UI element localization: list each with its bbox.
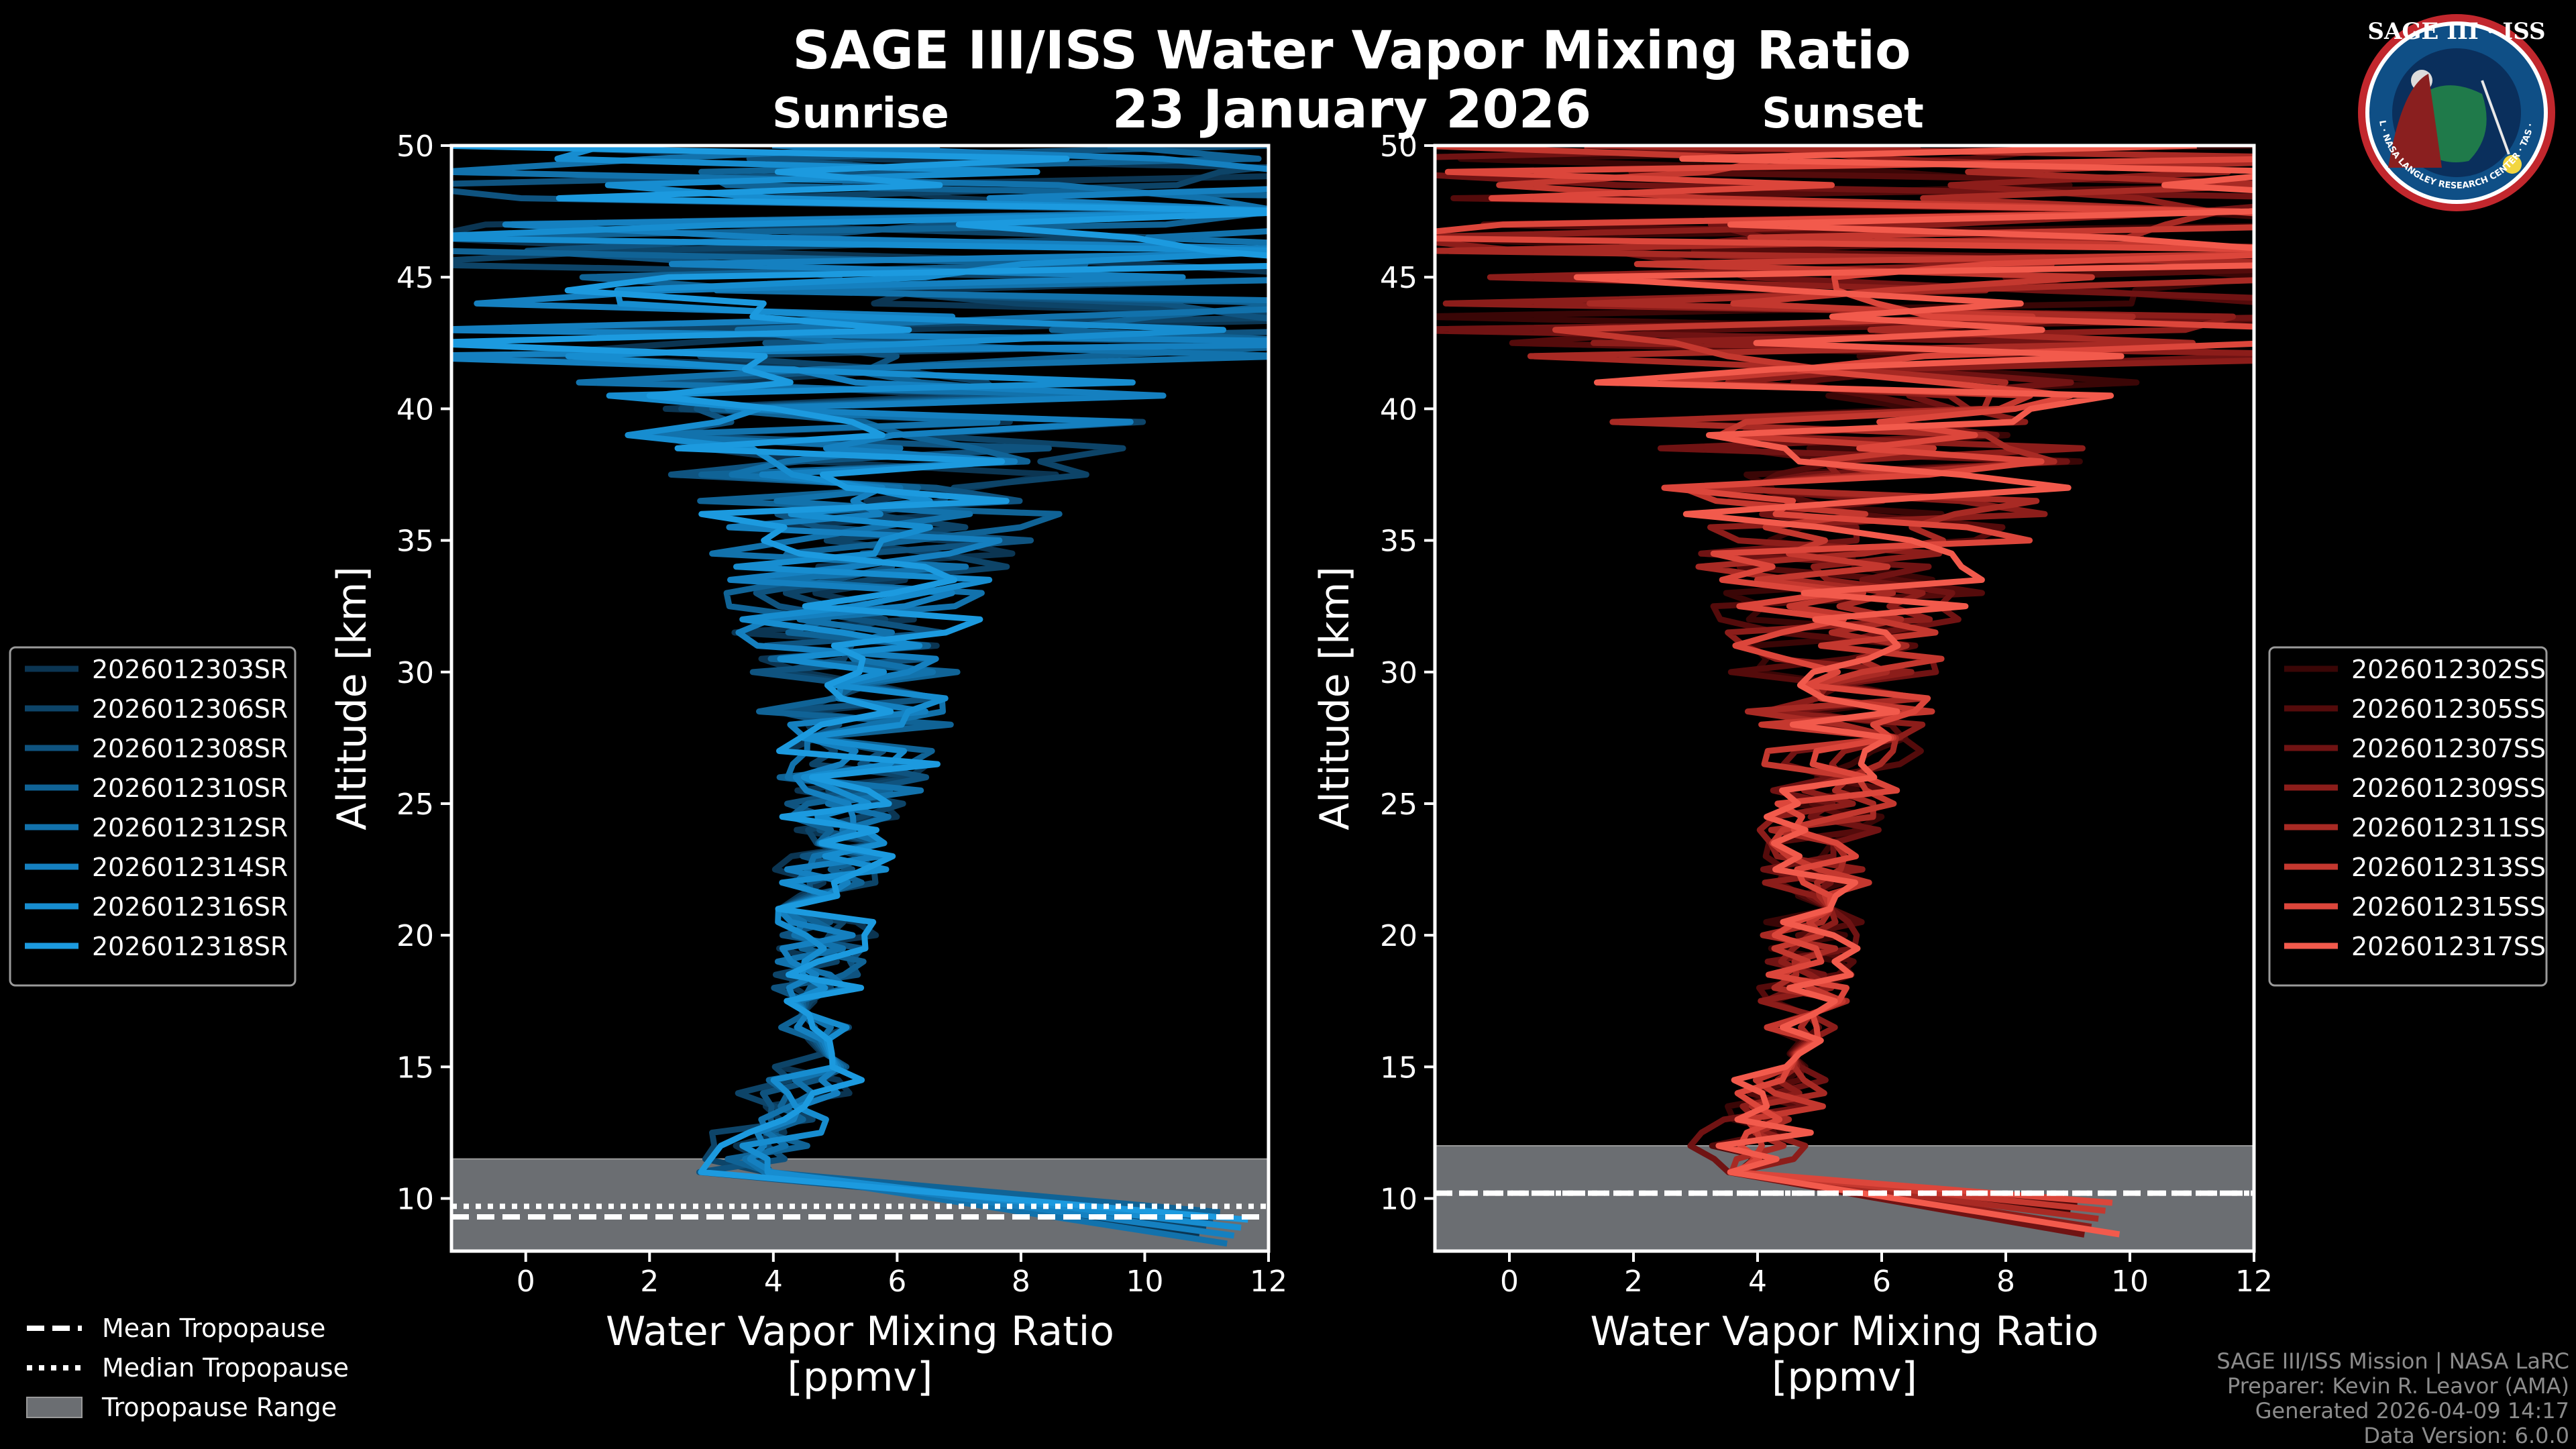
profile-lines xyxy=(1435,146,2254,1238)
y-tick-label: 15 xyxy=(396,1051,434,1085)
y-tick-label: 30 xyxy=(1380,656,1417,690)
sunset-panel: 0 2 4 6 8 10 12 10 15 20 25 30 35 40 45 50 Water Vapor M… xyxy=(1311,129,2548,1401)
x-tick-label: 0 xyxy=(517,1265,535,1299)
y-tick-label: 10 xyxy=(1380,1183,1417,1217)
panel-title-sunrise: Sunrise xyxy=(772,89,949,138)
x-axis-label: Water Vapor Mixing Ratio xyxy=(606,1308,1114,1355)
profile-line-2026012317SS xyxy=(1573,146,2254,1238)
panel-title-sunset: Sunset xyxy=(1762,89,1924,138)
legend-label: 2026012317SS xyxy=(2351,932,2546,961)
footer-preparer: Preparer: Kevin R. Leavor (AMA) xyxy=(2227,1373,2569,1399)
y-tick-label: 25 xyxy=(396,788,434,822)
y-tick-label: 40 xyxy=(1380,392,1417,427)
legend-label: 2026012312SR xyxy=(92,813,288,843)
y-tick-label: 35 xyxy=(1380,525,1417,559)
legend-label: 2026012318SR xyxy=(92,932,288,961)
profile-line-2026012318SR xyxy=(451,146,1269,1223)
legend-label: 2026012310SR xyxy=(92,773,288,803)
x-tick-label: 8 xyxy=(1012,1265,1030,1299)
tropopause-range-label: Tropopause Range xyxy=(101,1393,337,1422)
x-axis-label: [ppmv] xyxy=(1772,1354,1917,1401)
tropopause-legend: Mean Tropopause Median Tropopause Tropop… xyxy=(26,1313,349,1422)
footer-mission: SAGE III/ISS Mission | NASA LaRC xyxy=(2216,1348,2569,1374)
legend-label: 2026012302SS xyxy=(2351,655,2546,684)
footer: SAGE III/ISS Mission | NASA LaRC Prepare… xyxy=(2216,1348,2569,1448)
y-tick-label: 20 xyxy=(1380,919,1417,953)
legend-label: 2026012303SR xyxy=(92,655,288,684)
x-tick-label: 2 xyxy=(640,1265,659,1299)
plot-frame xyxy=(1433,144,2256,1253)
legend-label: 2026012308SR xyxy=(92,734,288,763)
y-tick-label: 45 xyxy=(1380,261,1417,295)
y-tick-label: 50 xyxy=(396,129,434,164)
x-tick-label: 4 xyxy=(1748,1265,1767,1299)
legend-box xyxy=(9,646,297,987)
x-tick-label: 0 xyxy=(1500,1265,1519,1299)
profile-lines xyxy=(451,146,1269,1247)
y-tick-label: 50 xyxy=(1380,129,1417,164)
x-axis-label: Water Vapor Mixing Ratio xyxy=(1591,1308,2099,1355)
x-tick-label: 12 xyxy=(2235,1265,2273,1299)
series-legend: 2026012303SR 2026012306SR 2026012308SR 2026… xyxy=(9,646,297,987)
y-tick-label: 40 xyxy=(396,392,434,427)
x-tick-label: 6 xyxy=(1872,1265,1891,1299)
sunrise-panel: 0 2 4 6 8 10 12 10 15 20 25 30 35 40 45 50 Water Vapor M… xyxy=(9,129,1287,1401)
x-tick-label: 10 xyxy=(2111,1265,2149,1299)
plot-frame xyxy=(449,144,1271,1253)
legend-label: 2026012307SS xyxy=(2351,734,2546,763)
y-tick-label: 35 xyxy=(396,525,434,559)
y-tick-label: 25 xyxy=(1380,788,1417,822)
y-tick-label: 10 xyxy=(396,1183,434,1217)
y-tick-label: 45 xyxy=(396,261,434,295)
logo-text: SAGE III · ISS xyxy=(2367,18,2545,45)
y-tick-label: 30 xyxy=(396,656,434,690)
x-tick-label: 2 xyxy=(1624,1265,1643,1299)
x-tick-label: 8 xyxy=(1996,1265,2015,1299)
legend-label: 2026012313SS xyxy=(2351,853,2546,882)
y-axis-label: Altitude [km] xyxy=(1311,566,1358,830)
legend-box xyxy=(2268,646,2548,987)
legend-label: 2026012306SR xyxy=(92,694,288,724)
legend-label: 2026012311SS xyxy=(2351,813,2546,843)
legend-label: 2026012309SS xyxy=(2351,773,2546,803)
x-tick-label: 6 xyxy=(888,1265,906,1299)
legend-label: 2026012314SR xyxy=(92,853,288,882)
series-legend: 2026012302SS 2026012305SS 2026012307SS 2026… xyxy=(2268,646,2548,987)
legend-label: 2026012316SR xyxy=(92,892,288,922)
x-tick-label: 10 xyxy=(1126,1265,1163,1299)
legend-label: 2026012315SS xyxy=(2351,892,2546,922)
x-axis-label: [ppmv] xyxy=(788,1354,933,1401)
tropopause-range-swatch xyxy=(26,1397,83,1418)
y-tick-label: 15 xyxy=(1380,1051,1417,1085)
chart-date: 23 January 2026 xyxy=(1112,80,1592,140)
x-tick-label: 4 xyxy=(764,1265,783,1299)
legend-label: 2026012305SS xyxy=(2351,694,2546,724)
footer-generated: Generated 2026-04-09 14:17 xyxy=(2255,1398,2569,1424)
tropopause-range-band xyxy=(1434,1145,2255,1252)
chart-title: SAGE III/ISS Water Vapor Mixing Ratio xyxy=(792,21,1911,81)
mean-tropopause-label: Mean Tropopause xyxy=(102,1313,325,1343)
x-tick-label: 12 xyxy=(1250,1265,1287,1299)
y-tick-label: 20 xyxy=(396,919,434,953)
footer-data-version: Data Version: 6.0.0 xyxy=(2363,1423,2569,1448)
y-axis-label: Altitude [km] xyxy=(329,566,376,830)
median-tropopause-label: Median Tropopause xyxy=(102,1353,349,1383)
